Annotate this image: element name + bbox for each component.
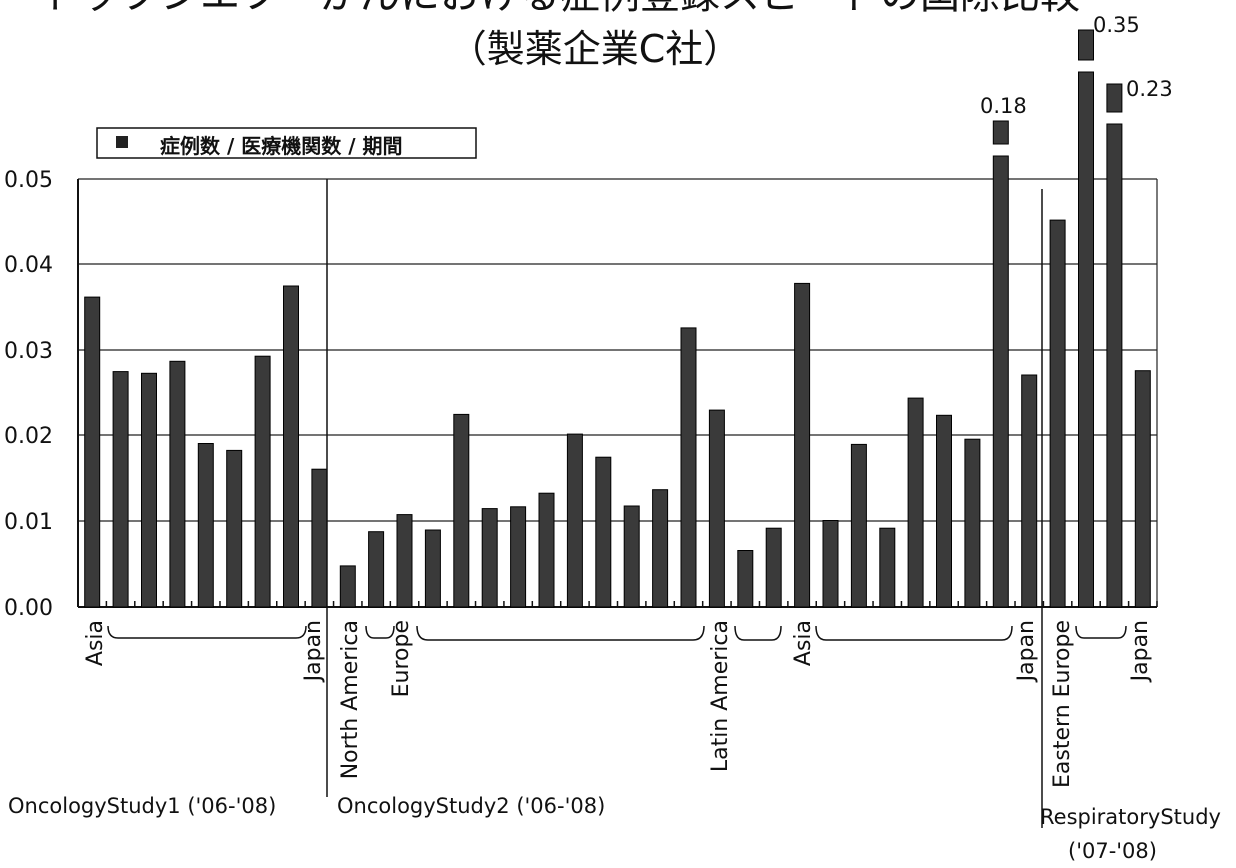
bar xyxy=(737,550,754,608)
legend: 症例数 / 医療機関数 / 期間 xyxy=(96,127,477,159)
bar xyxy=(708,409,725,608)
axis-break-mark xyxy=(1075,61,1097,70)
bar xyxy=(141,372,157,608)
brace xyxy=(365,625,395,639)
legend-box xyxy=(96,127,477,159)
region-label-latin-america: Latin America xyxy=(708,620,733,772)
brace xyxy=(107,625,307,639)
region-label-japan: Japan xyxy=(1014,620,1039,683)
study-label-oncology2: OncologyStudy2 ('06-'08) xyxy=(337,794,605,818)
region-label-asia: Asia xyxy=(791,620,816,666)
y-tick-label: 0.04 xyxy=(4,253,53,278)
bar xyxy=(822,520,839,608)
bar xyxy=(510,506,527,608)
bar xyxy=(84,296,101,608)
study-label-respiratory: RespiratoryStudy xyxy=(1040,805,1221,829)
bar xyxy=(283,285,299,608)
bar xyxy=(765,527,782,608)
region-label-europe: Europe xyxy=(389,620,414,697)
legend-swatch xyxy=(116,136,128,148)
bar xyxy=(424,529,441,608)
bar xyxy=(595,456,612,608)
brace xyxy=(815,625,1013,641)
y-tick-labels: 0.00 0.01 0.02 0.03 0.04 0.05 xyxy=(4,168,53,621)
x-ticks xyxy=(105,601,1158,607)
bar xyxy=(879,527,896,608)
bar-top-segment xyxy=(992,120,1009,145)
brace xyxy=(416,625,705,641)
study-label-oncology1: OncologyStudy1 ('06-'08) xyxy=(8,794,276,818)
legend-label: 症例数 / 医療機関数 / 期間 xyxy=(160,134,402,158)
y-tick-label: 0.01 xyxy=(4,510,53,535)
bar xyxy=(566,433,583,608)
bar xyxy=(907,397,924,608)
bar-broken xyxy=(1103,83,1125,608)
region-labels: Asia Japan North America Europe Latin Am… xyxy=(83,620,1153,788)
y-tick-label: 0.05 xyxy=(4,168,53,193)
bar xyxy=(992,155,1009,608)
bar xyxy=(964,438,981,608)
y-tick-label: 0.00 xyxy=(4,596,53,621)
bar xyxy=(396,514,413,608)
bar-top-segment xyxy=(1078,29,1094,61)
bar xyxy=(453,413,470,608)
study-label-respiratory-period: ('07-'08) xyxy=(1068,839,1157,863)
axis-break-mark xyxy=(990,145,1012,154)
region-label-japan: Japan xyxy=(1128,620,1153,683)
axis-break-mark xyxy=(1103,113,1125,122)
bar xyxy=(794,282,811,608)
chart-title-line2: （製薬企業C社） xyxy=(449,27,742,71)
bars xyxy=(84,29,1151,608)
bar xyxy=(1049,219,1066,608)
bar xyxy=(538,492,555,608)
region-label-asia: Asia xyxy=(83,620,108,666)
break-value-label: 0.35 xyxy=(1093,13,1140,37)
bar xyxy=(481,508,498,608)
bar xyxy=(680,327,697,608)
y-tick-label: 0.02 xyxy=(4,424,53,449)
region-braces xyxy=(107,625,1127,641)
bar xyxy=(169,360,186,608)
chart-title-line1: トップシエフ・がんにおける症例登録スピードの国際比較 xyxy=(40,0,1080,18)
bar xyxy=(1106,123,1123,608)
bar xyxy=(339,565,356,608)
region-label-north-america: North America xyxy=(338,620,363,779)
bar xyxy=(112,371,129,608)
bar xyxy=(368,531,385,608)
bar-top-segment xyxy=(1106,83,1123,113)
brace xyxy=(734,625,782,641)
region-label-japan: Japan xyxy=(301,620,326,683)
bar xyxy=(197,443,214,608)
bar xyxy=(1021,374,1038,608)
bar xyxy=(311,468,328,608)
bar xyxy=(623,505,640,608)
bar-broken xyxy=(1075,29,1097,608)
bar-broken xyxy=(990,120,1012,608)
region-label-eastern-europe: Eastern Europe xyxy=(1050,620,1075,788)
bar xyxy=(226,449,243,608)
y-tick-label: 0.03 xyxy=(4,339,53,364)
bar xyxy=(1078,71,1094,608)
bar xyxy=(1134,370,1151,608)
brace xyxy=(1075,625,1127,639)
bar xyxy=(254,355,271,608)
bar xyxy=(936,414,952,608)
break-value-label: 0.18 xyxy=(980,94,1027,118)
bar xyxy=(652,489,669,608)
break-value-label: 0.23 xyxy=(1126,77,1173,101)
bar xyxy=(850,443,867,608)
